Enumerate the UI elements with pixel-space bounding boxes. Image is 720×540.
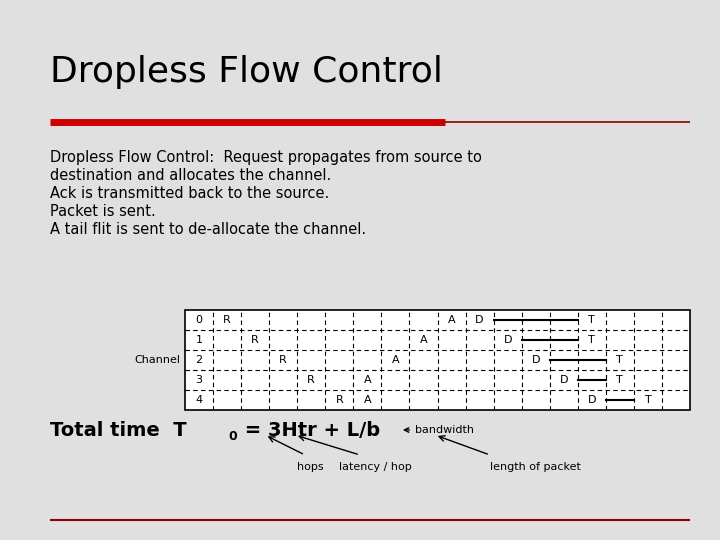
Text: T: T (616, 375, 624, 385)
Text: Total time  T: Total time T (50, 421, 186, 440)
Text: latency / hop: latency / hop (338, 462, 411, 472)
Text: 0: 0 (228, 429, 237, 442)
Text: Dropless Flow Control: Dropless Flow Control (50, 55, 443, 89)
Text: A: A (364, 395, 372, 405)
Text: D: D (503, 335, 512, 345)
Text: R: R (251, 335, 259, 345)
Text: A: A (448, 315, 455, 325)
Text: R: R (223, 315, 231, 325)
Text: hops: hops (297, 462, 323, 472)
Text: = 3Htr + L/b: = 3Htr + L/b (238, 421, 380, 440)
Text: D: D (475, 315, 484, 325)
Text: Dropless Flow Control:  Request propagates from source to: Dropless Flow Control: Request propagate… (50, 150, 482, 165)
Text: Channel: Channel (134, 355, 180, 365)
Text: D: D (559, 375, 568, 385)
Text: A: A (364, 375, 372, 385)
Text: T: T (588, 335, 595, 345)
Text: 3: 3 (196, 375, 202, 385)
Text: A tail flit is sent to de-allocate the channel.: A tail flit is sent to de-allocate the c… (50, 222, 366, 237)
Text: Ack is transmitted back to the source.: Ack is transmitted back to the source. (50, 186, 329, 201)
Bar (185, 310, 690, 410)
Text: A: A (420, 335, 427, 345)
Text: 4: 4 (195, 395, 202, 405)
Text: 1: 1 (196, 335, 202, 345)
Text: A: A (392, 355, 399, 365)
Text: D: D (531, 355, 540, 365)
Text: T: T (644, 395, 652, 405)
Text: bandwidth: bandwidth (405, 425, 474, 435)
Text: D: D (588, 395, 596, 405)
Text: R: R (279, 355, 287, 365)
Text: Packet is sent.: Packet is sent. (50, 204, 156, 219)
Text: T: T (588, 315, 595, 325)
Text: T: T (616, 355, 624, 365)
Text: 0: 0 (196, 315, 202, 325)
Text: 2: 2 (195, 355, 202, 365)
Text: length of packet: length of packet (490, 462, 581, 472)
Text: R: R (307, 375, 315, 385)
Text: R: R (336, 395, 343, 405)
Text: destination and allocates the channel.: destination and allocates the channel. (50, 168, 331, 183)
